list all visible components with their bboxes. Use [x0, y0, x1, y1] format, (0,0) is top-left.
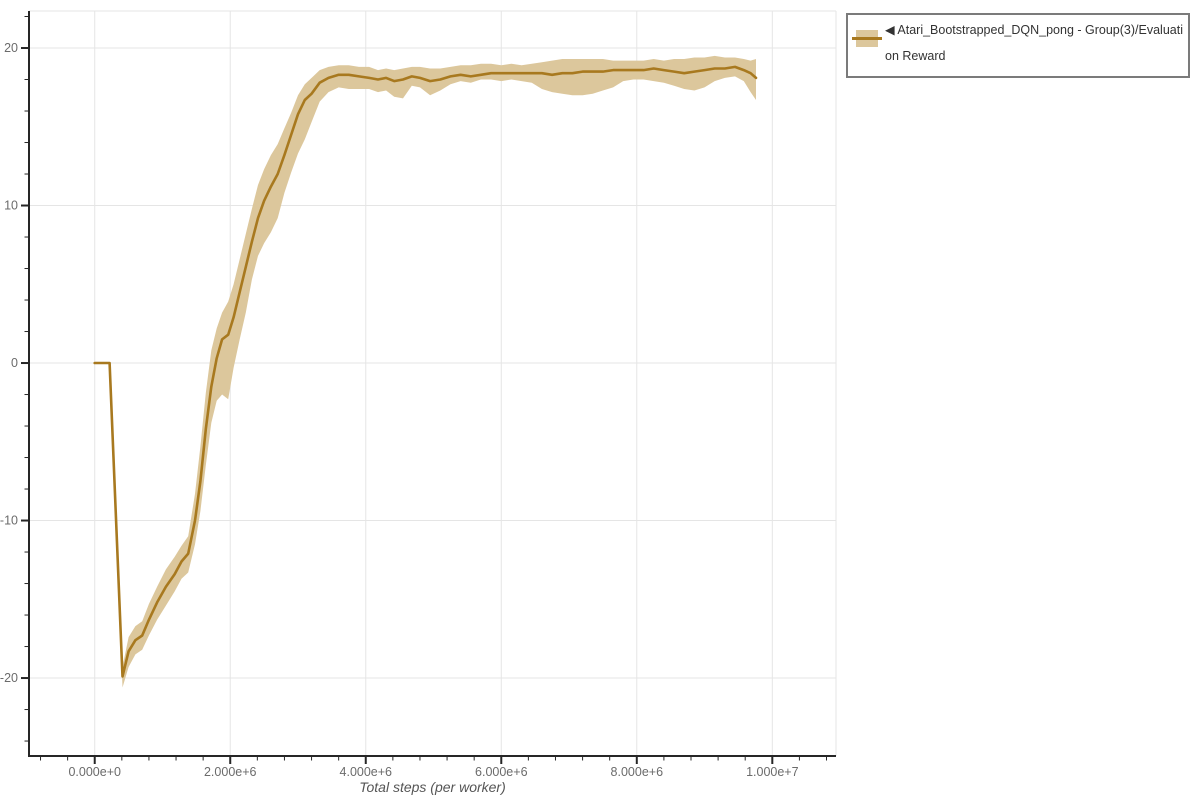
- x-tick-label: 4.000e+6: [340, 765, 393, 779]
- legend-label: ◀ Atari_Bootstrapped_DQN_pong - Group(3)…: [885, 23, 1183, 63]
- x-tick-label: 0.000e+0: [68, 765, 121, 779]
- y-tick-label: -10: [0, 514, 18, 528]
- y-tick-label: 20: [4, 41, 18, 55]
- x-tick-label: 6.000e+6: [475, 765, 528, 779]
- y-tick-label: 10: [4, 199, 18, 213]
- y-tick-label: -20: [0, 671, 18, 685]
- legend[interactable]: ◀ Atari_Bootstrapped_DQN_pong - Group(3)…: [846, 13, 1190, 78]
- legend-swatch-line-icon: [852, 37, 882, 40]
- x-tick-label: 8.000e+6: [611, 765, 664, 779]
- x-axis-title: Total steps (per worker): [359, 779, 506, 795]
- legend-series-swatch-icon: [852, 30, 882, 47]
- mean-line: [93, 65, 758, 678]
- x-tick-label: 1.000e+7: [746, 765, 799, 779]
- y-tick-label: 0: [11, 356, 18, 370]
- x-tick-label: 2.000e+6: [204, 765, 257, 779]
- plot-area[interactable]: [29, 11, 836, 756]
